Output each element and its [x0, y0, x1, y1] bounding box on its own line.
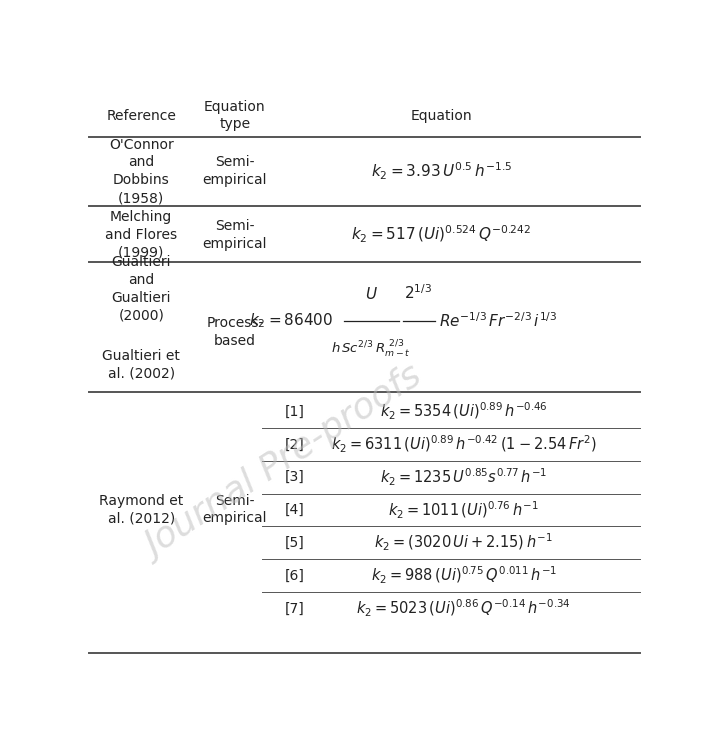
Text: Gualtieri et
al. (2002): Gualtieri et al. (2002): [102, 349, 180, 381]
Text: $k_2 = 86400\,$: $k_2 = 86400\,$: [249, 311, 333, 330]
Text: Equation
type: Equation type: [204, 100, 266, 131]
Text: $k_2 = 5354\,(Ui)^{0.89}\,h^{-0.46}$: $k_2 = 5354\,(Ui)^{0.89}\,h^{-0.46}$: [380, 401, 547, 422]
Text: $h\,Sc^{2/3}\,R_{m-t}^{\ 2/3}$: $h\,Sc^{2/3}\,R_{m-t}^{\ 2/3}$: [331, 339, 411, 360]
Text: Semi-
empirical: Semi- empirical: [203, 219, 267, 250]
Text: [5]: [5]: [284, 536, 304, 550]
Text: [2]: [2]: [284, 438, 304, 451]
Text: Process-
based: Process- based: [206, 317, 264, 348]
Text: Reference: Reference: [106, 108, 176, 123]
Text: Equation: Equation: [411, 108, 472, 123]
Text: $k_2 = 5023\,(Ui)^{0.86}\,Q^{-0.14}\,h^{-0.34}$: $k_2 = 5023\,(Ui)^{0.86}\,Q^{-0.14}\,h^{…: [356, 598, 571, 619]
Text: $2^{1/3}$: $2^{1/3}$: [405, 284, 432, 303]
Text: Gualtieri
and
Gualtieri
(2000): Gualtieri and Gualtieri (2000): [112, 255, 171, 323]
Text: O'Connor
and
Dobbins
(1958): O'Connor and Dobbins (1958): [109, 137, 173, 205]
Text: [4]: [4]: [284, 503, 304, 517]
Text: $k_2 = 1011\,(Ui)^{0.76}\,h^{-1}$: $k_2 = 1011\,(Ui)^{0.76}\,h^{-1}$: [388, 500, 539, 521]
Text: $k_2 = 6311\,(Ui)^{0.89}\,h^{-0.42}\,(1 - 2.54\,Fr^2)$: $k_2 = 6311\,(Ui)^{0.89}\,h^{-0.42}\,(1 …: [331, 434, 597, 455]
Text: [3]: [3]: [284, 471, 304, 484]
Text: $k_2 = (3020\,Ui + 2.15)\,h^{-1}$: $k_2 = (3020\,Ui + 2.15)\,h^{-1}$: [374, 533, 553, 554]
Text: Raymond et
al. (2012): Raymond et al. (2012): [99, 494, 183, 525]
Text: Melching
and Flores
(1999): Melching and Flores (1999): [105, 210, 177, 259]
Text: $Re^{-1/3}\,Fr^{-2/3}\,i^{1/3}$: $Re^{-1/3}\,Fr^{-2/3}\,i^{1/3}$: [439, 311, 557, 330]
Text: $U$: $U$: [365, 286, 378, 303]
Text: [6]: [6]: [284, 568, 304, 583]
Text: [7]: [7]: [284, 601, 304, 616]
Text: Semi-
empirical: Semi- empirical: [203, 155, 267, 187]
Text: Semi-
empirical: Semi- empirical: [203, 494, 267, 525]
Text: $k_2 = 1235\,U^{0.85}s^{0.77}\,h^{-1}$: $k_2 = 1235\,U^{0.85}s^{0.77}\,h^{-1}$: [380, 467, 547, 488]
Text: [1]: [1]: [284, 405, 304, 419]
Text: $k_2 = 517\,(Ui)^{0.524}\,Q^{-0.242}$: $k_2 = 517\,(Ui)^{0.524}\,Q^{-0.242}$: [351, 224, 532, 245]
Text: Journal Pre-proofs: Journal Pre-proofs: [140, 361, 429, 565]
Text: $k_2 = 3.93\,U^{0.5}\,h^{-1.5}$: $k_2 = 3.93\,U^{0.5}\,h^{-1.5}$: [371, 161, 512, 182]
Text: $k_2 = 988\,(Ui)^{0.75}\,Q^{0.011}\,h^{-1}$: $k_2 = 988\,(Ui)^{0.75}\,Q^{0.011}\,h^{-…: [370, 565, 557, 586]
